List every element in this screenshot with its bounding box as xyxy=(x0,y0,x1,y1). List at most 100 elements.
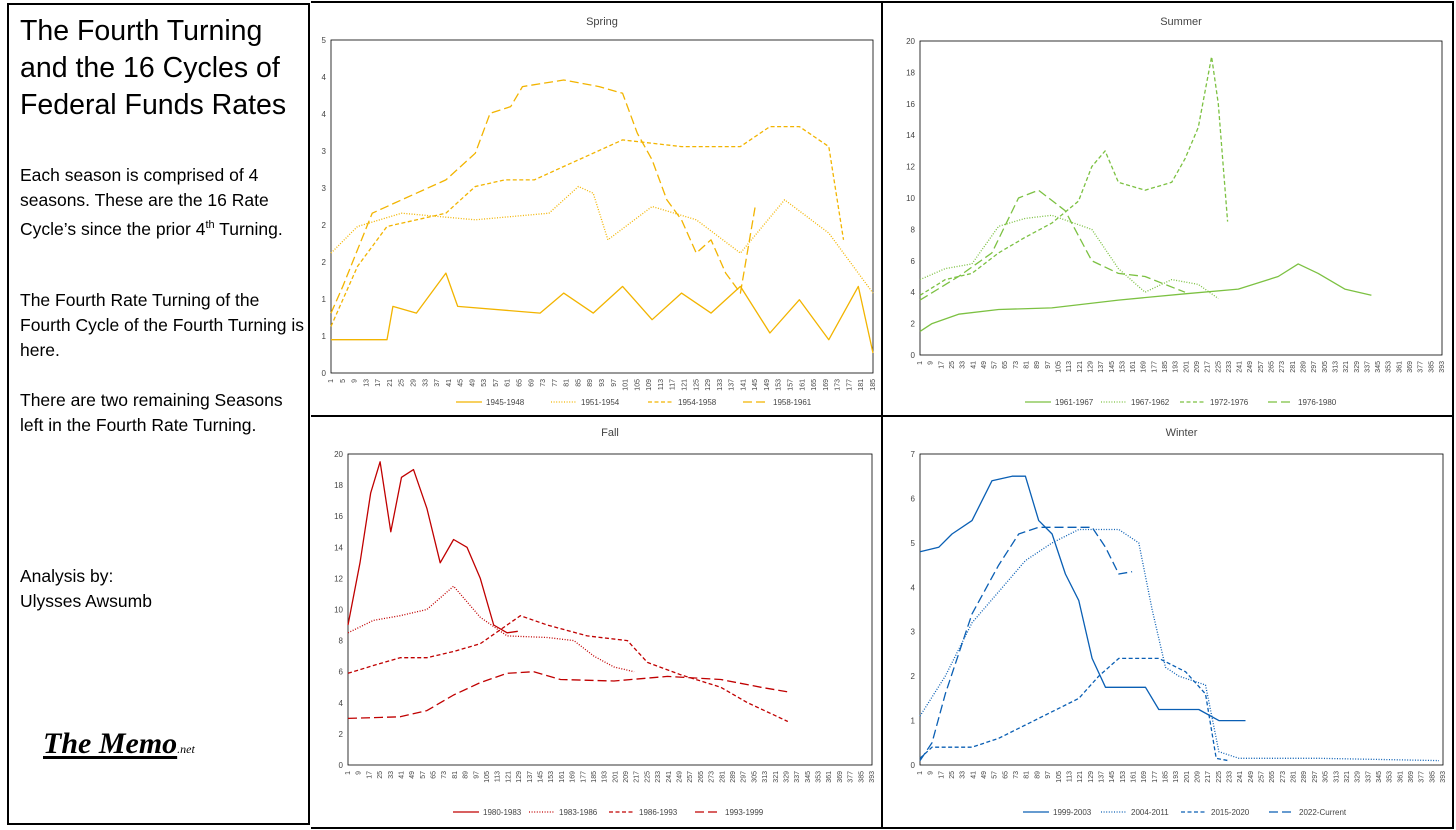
description-remaining-seasons: There are two remaining Seasons left in … xyxy=(20,390,283,435)
x-tick-label: 129 xyxy=(705,379,712,391)
x-tick-label: 209 xyxy=(1194,361,1201,373)
x-tick-label: 9 xyxy=(928,771,935,775)
x-tick-label: 177 xyxy=(580,771,587,783)
x-tick-label: 25 xyxy=(949,771,956,779)
x-tick-label: 177 xyxy=(1152,771,1159,783)
x-tick-label: 149 xyxy=(764,379,771,391)
x-tick-label: 345 xyxy=(1375,361,1382,373)
x-tick-label: 225 xyxy=(644,771,651,783)
y-tick-label: 16 xyxy=(906,100,915,109)
x-tick-label: 337 xyxy=(794,771,801,783)
x-tick-label: 41 xyxy=(398,771,405,779)
x-tick-label: 329 xyxy=(783,771,790,783)
plot-area-frame xyxy=(347,453,873,766)
series-line xyxy=(919,189,1186,301)
x-tick-label: 345 xyxy=(1376,771,1383,783)
x-tick-label: 41 xyxy=(970,771,977,779)
x-tick-label: 177 xyxy=(846,379,853,391)
x-tick-label: 249 xyxy=(677,771,684,783)
summer-chart-panel: Summer 0 2 4 6 8 10 12 14 16 18 20 1 9 17 25 33 41 49 57 65 7… xyxy=(883,1,1454,416)
x-tick-label: 53 xyxy=(481,379,488,387)
x-tick-label: 49 xyxy=(981,361,988,369)
x-tick-label: 177 xyxy=(1151,361,1158,373)
y-tick-label: 18 xyxy=(906,68,915,77)
x-tick-label: 153 xyxy=(548,771,555,783)
x-tick-label: 105 xyxy=(484,771,491,783)
x-tick-label: 377 xyxy=(1419,771,1426,783)
logo-text: The Memo xyxy=(43,727,178,760)
x-tick-label: 29 xyxy=(410,379,417,387)
x-tick-label: 1 xyxy=(328,379,335,383)
x-tick-label: 305 xyxy=(751,771,758,783)
x-tick-label: 361 xyxy=(1396,361,1403,373)
x-tick-label: 33 xyxy=(422,379,429,387)
x-tick-label: 129 xyxy=(1088,771,1095,783)
x-tick-label: 69 xyxy=(528,379,535,387)
x-tick-label: 169 xyxy=(1141,361,1148,373)
legend-entry: 1993-1999 xyxy=(725,808,764,817)
x-tick-label: 321 xyxy=(1344,771,1351,783)
x-tick-label: 65 xyxy=(1002,361,1009,369)
description-seasons-text: Each season is comprised of 4 seasons. T… xyxy=(20,165,269,239)
x-tick-label: 281 xyxy=(719,771,726,783)
x-tick-label: 217 xyxy=(1205,771,1212,783)
x-tick-label: 201 xyxy=(612,771,619,783)
y-tick-label: 6 xyxy=(911,494,916,503)
fall-chart-panel: Fall 0 2 4 6 8 10 12 14 16 18 20 1 9 17 25 33 41 49 57 65 73 8… xyxy=(311,416,883,829)
page-title: The Fourth Turning and the 16 Cycles of … xyxy=(20,15,287,121)
x-tick-label: 385 xyxy=(1429,771,1436,783)
y-tick-label: 1 xyxy=(911,717,916,726)
y-tick-label: 7 xyxy=(911,450,916,459)
x-tick-label: 153 xyxy=(1120,771,1127,783)
x-tick-label: 289 xyxy=(1301,361,1308,373)
x-tick-label: 113 xyxy=(495,771,502,782)
y-tick-label: 1 xyxy=(322,332,327,341)
series-line xyxy=(347,585,635,673)
y-tick-label: 4 xyxy=(322,110,327,119)
x-tick-label: 201 xyxy=(1183,361,1190,373)
x-tick-label: 181 xyxy=(858,379,865,391)
x-tick-label: 145 xyxy=(752,379,759,391)
x-tick-label: 61 xyxy=(505,379,512,387)
legend-entry: 1954-1958 xyxy=(678,398,717,407)
x-tick-label: 353 xyxy=(816,771,823,783)
x-tick-label: 241 xyxy=(1237,361,1244,373)
x-tick-label: 65 xyxy=(517,379,524,387)
x-tick-label: 1 xyxy=(345,771,352,775)
legend-entry: 1967-1962 xyxy=(1131,398,1170,407)
x-tick-label: 385 xyxy=(1428,361,1435,373)
series-line xyxy=(919,526,1133,761)
y-tick-label: 10 xyxy=(906,194,915,203)
y-tick-label: 3 xyxy=(322,184,327,193)
series-line xyxy=(330,185,874,294)
x-tick-label: 209 xyxy=(1195,771,1202,783)
x-tick-label: 337 xyxy=(1365,771,1372,783)
x-tick-label: 89 xyxy=(1034,771,1041,779)
legend-entry: 1983-1986 xyxy=(559,808,598,817)
legend-entry: 1986-1993 xyxy=(639,808,678,817)
x-tick-label: 49 xyxy=(469,379,476,387)
y-tick-label: 2 xyxy=(339,730,344,739)
x-tick-label: 241 xyxy=(666,771,673,783)
x-tick-label: 321 xyxy=(1343,361,1350,373)
series-line xyxy=(330,125,845,327)
legend-entry: 1945-1948 xyxy=(486,398,525,407)
x-tick-label: 313 xyxy=(762,771,769,783)
x-tick-label: 1 xyxy=(917,771,924,775)
x-tick-label: 33 xyxy=(388,771,395,779)
x-tick-label: 241 xyxy=(1237,771,1244,783)
x-tick-label: 281 xyxy=(1291,771,1298,783)
y-tick-label: 2 xyxy=(911,320,916,329)
x-tick-label: 153 xyxy=(776,379,783,391)
legend-entry: 1980-1983 xyxy=(483,808,522,817)
x-tick-label: 201 xyxy=(1184,771,1191,783)
y-tick-label: 5 xyxy=(911,539,916,548)
y-tick-label: 4 xyxy=(911,288,916,297)
legend-entry: 2004-2011 xyxy=(1131,808,1169,817)
x-tick-label: 161 xyxy=(1130,771,1137,783)
x-tick-label: 17 xyxy=(938,361,945,369)
x-tick-label: 353 xyxy=(1386,361,1393,373)
x-tick-label: 137 xyxy=(527,771,534,783)
